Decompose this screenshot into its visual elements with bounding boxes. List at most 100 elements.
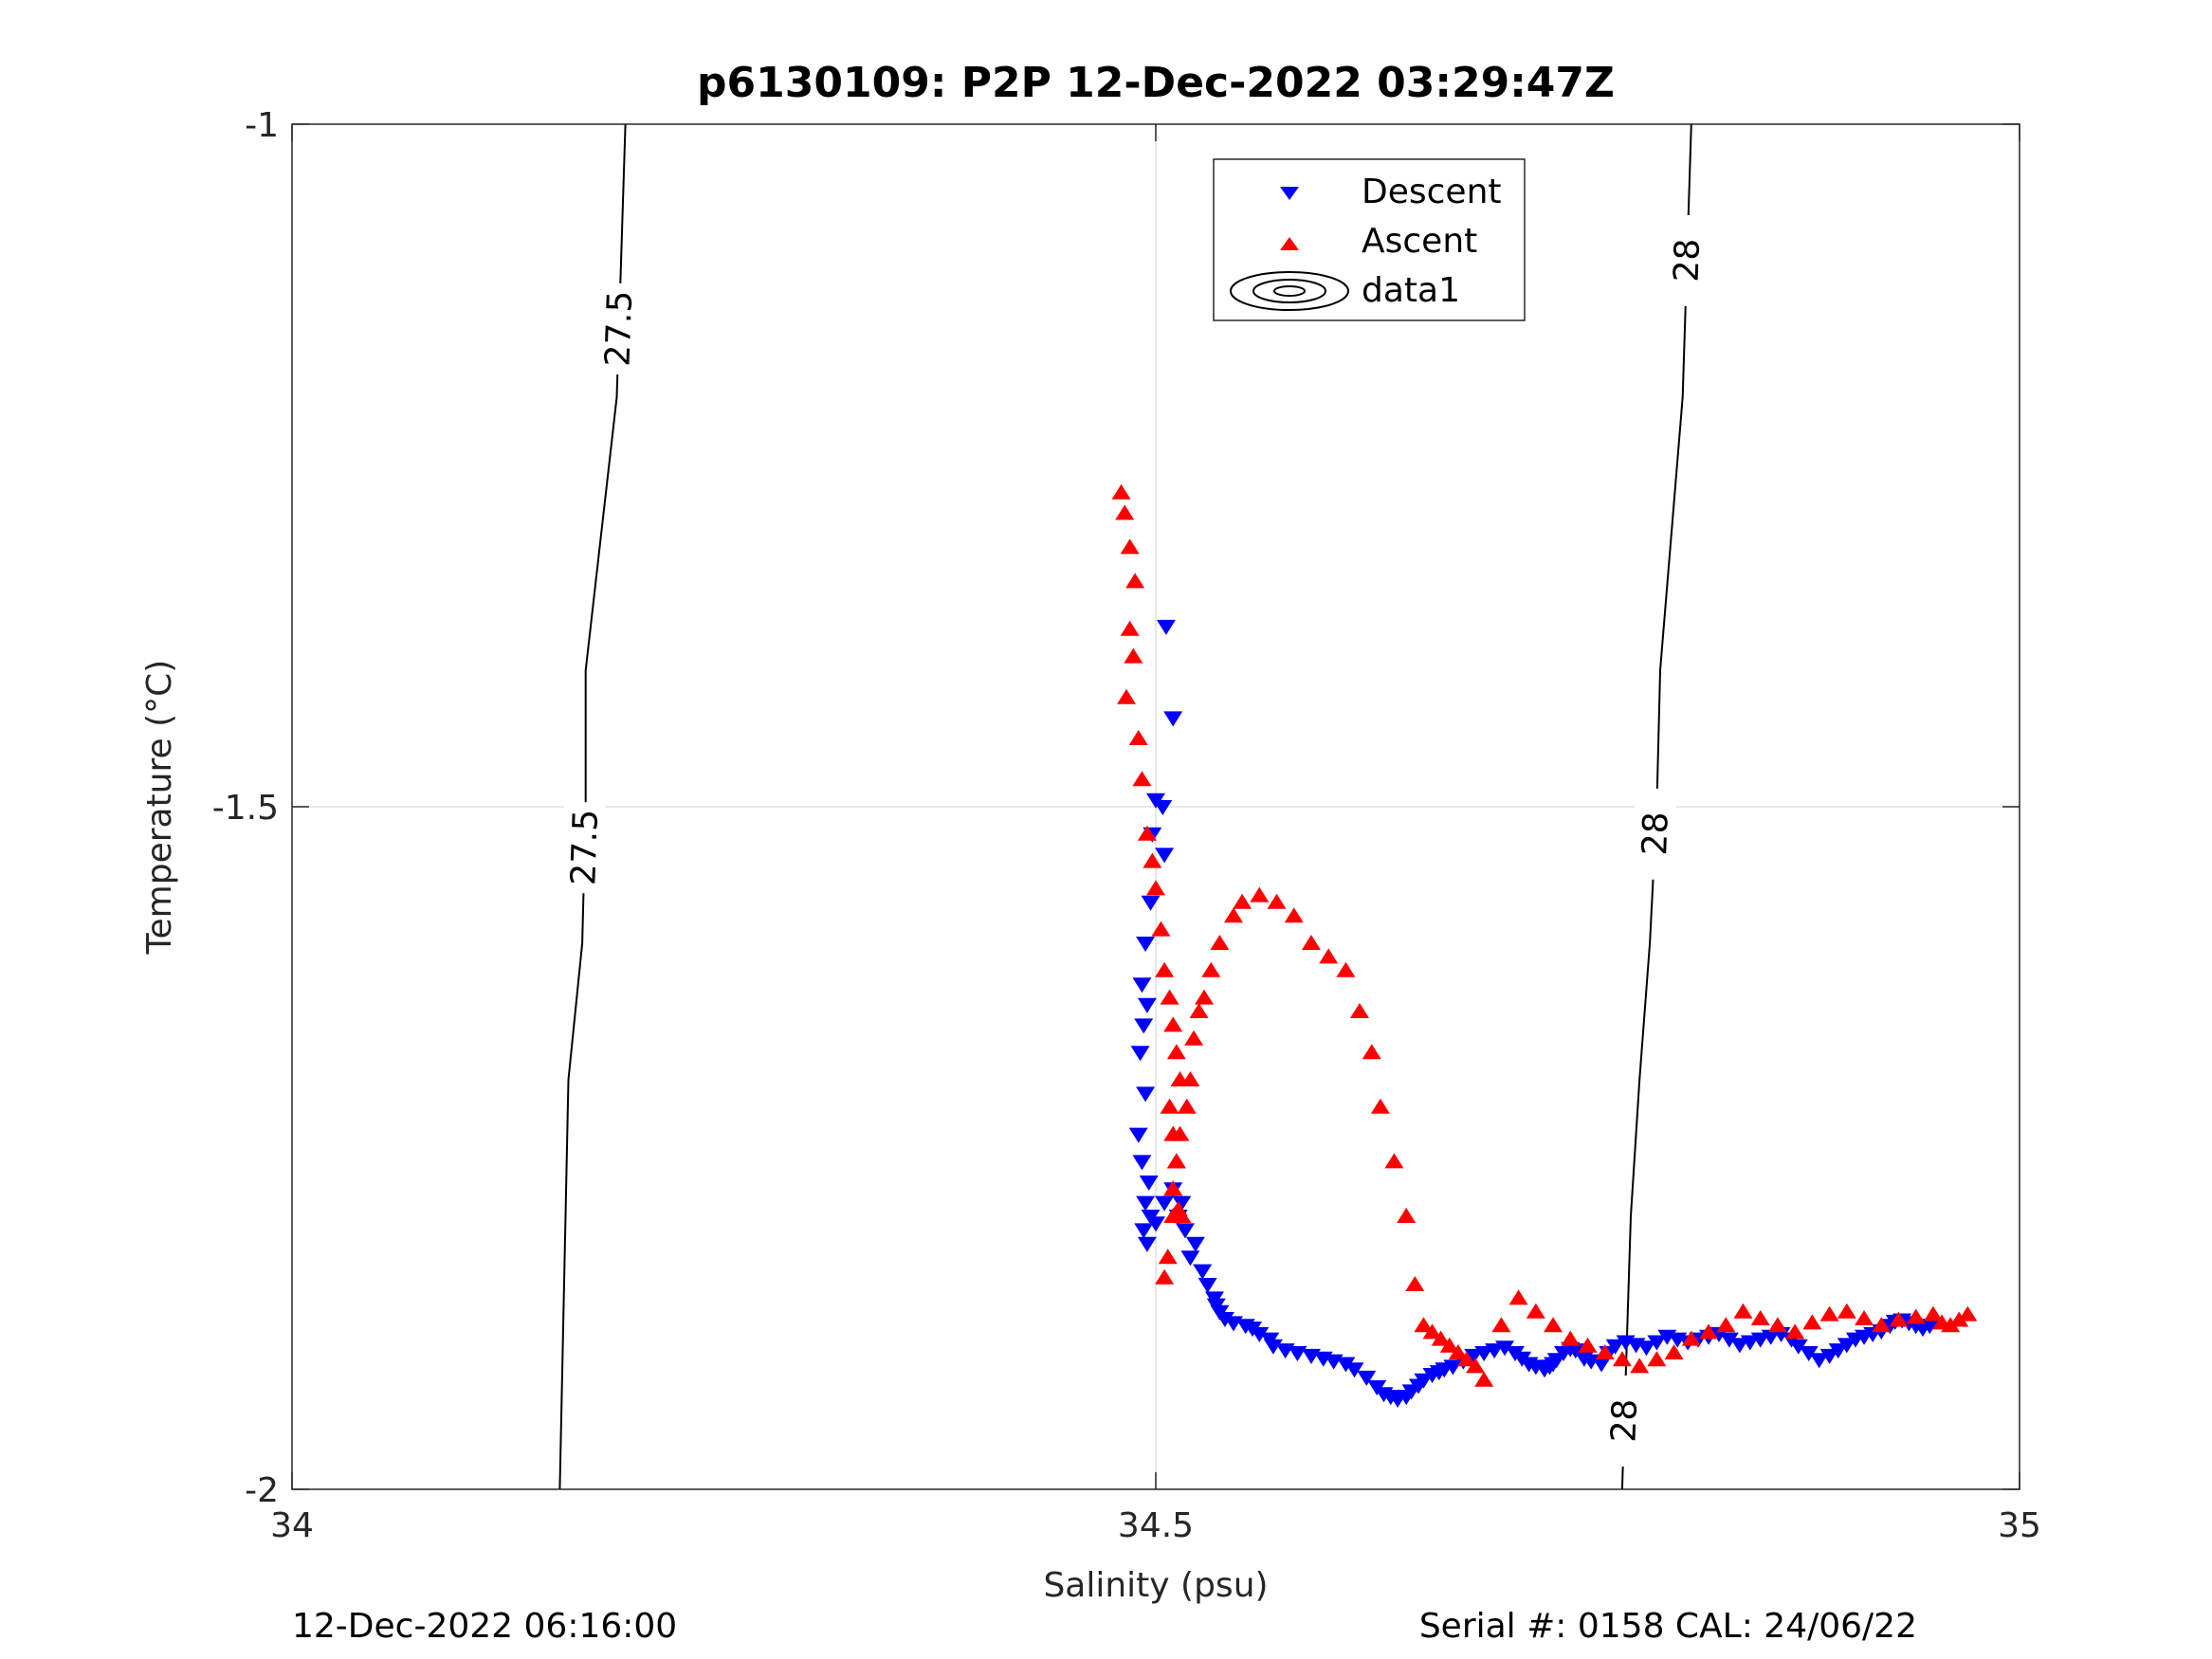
legend-ascent-marker bbox=[1280, 237, 1299, 250]
axes: 34 34.5 35 -2 -1.5 -1 bbox=[212, 106, 2041, 1545]
ascent-point bbox=[1819, 1305, 1839, 1322]
ascent-point bbox=[1284, 907, 1304, 923]
descent-point bbox=[1592, 1357, 1612, 1373]
x-tick-label: 34 bbox=[270, 1506, 314, 1545]
descent-point bbox=[1137, 1236, 1157, 1252]
ascent-point bbox=[1160, 1098, 1179, 1114]
descent-point bbox=[1288, 1346, 1307, 1361]
ascent-point bbox=[1647, 1351, 1667, 1367]
legend-contour-icon bbox=[1230, 271, 1349, 311]
legend-ascent-label: Ascent bbox=[1362, 222, 1477, 261]
descent-point bbox=[1719, 1332, 1739, 1348]
contour-label-mask bbox=[1666, 215, 1709, 306]
ascent-point bbox=[1163, 1180, 1183, 1196]
footer-date: 12-Dec-2022 06:16:00 bbox=[292, 1607, 677, 1646]
ascent-point bbox=[1336, 961, 1356, 977]
ascent-point bbox=[1155, 961, 1175, 977]
descent-point bbox=[1132, 1155, 1152, 1171]
ascent-point bbox=[1456, 1351, 1476, 1367]
ascent-point bbox=[1526, 1303, 1545, 1319]
descent-point bbox=[1146, 1216, 1165, 1232]
descent-point bbox=[1729, 1338, 1749, 1354]
descent-point bbox=[1464, 1348, 1484, 1364]
x-tick-label: 35 bbox=[1998, 1506, 2041, 1545]
ascent-point bbox=[1201, 961, 1221, 977]
ascent-point bbox=[1664, 1344, 1684, 1359]
ascent-point bbox=[1422, 1323, 1442, 1340]
descent-point bbox=[1139, 1176, 1159, 1191]
ascent-point bbox=[1561, 1330, 1581, 1346]
ascent-point bbox=[1210, 935, 1230, 950]
descent-point bbox=[1136, 1086, 1156, 1103]
descent-point bbox=[1156, 619, 1176, 635]
ascent-point bbox=[1837, 1303, 1856, 1319]
contour-label-mask bbox=[1603, 1376, 1646, 1467]
ascent-point bbox=[1750, 1310, 1770, 1325]
ascent-point bbox=[1405, 1276, 1425, 1291]
ascent-point bbox=[1155, 1268, 1175, 1285]
ascent-point bbox=[1111, 483, 1131, 500]
descent-point bbox=[1837, 1338, 1856, 1354]
ascent-point bbox=[1125, 573, 1145, 589]
ascent-point bbox=[1137, 825, 1157, 841]
ascent-point bbox=[1508, 1289, 1528, 1305]
ascent-point bbox=[1439, 1337, 1459, 1353]
y-tick-label: -2 bbox=[245, 1471, 279, 1510]
ascent-point bbox=[1250, 886, 1270, 902]
ascent-point bbox=[1785, 1323, 1805, 1340]
ascent-point bbox=[1189, 1003, 1209, 1018]
ascent-point bbox=[1544, 1317, 1563, 1333]
descent-point bbox=[1250, 1326, 1270, 1342]
ascent-point bbox=[1301, 935, 1321, 950]
descent-point bbox=[1740, 1335, 1760, 1351]
ascent-point bbox=[1180, 1071, 1200, 1086]
descent-point bbox=[1155, 848, 1175, 864]
ascent-point bbox=[1128, 730, 1148, 745]
ascent-point bbox=[1491, 1317, 1511, 1333]
descent-point bbox=[1134, 1223, 1154, 1239]
ascent-point bbox=[1733, 1303, 1753, 1319]
descent-point bbox=[1799, 1346, 1819, 1361]
ascent-point bbox=[1115, 504, 1135, 520]
ascent-point bbox=[1267, 893, 1287, 909]
descent-point bbox=[1750, 1332, 1770, 1348]
descent-point bbox=[1155, 1195, 1175, 1212]
ascent-point bbox=[1158, 1249, 1178, 1265]
legend: Descent Ascent data1 bbox=[1213, 158, 1526, 321]
ascent-point bbox=[1124, 647, 1143, 664]
contour-label-mask bbox=[1634, 788, 1676, 880]
descent-point bbox=[1788, 1339, 1808, 1355]
ascent-point bbox=[1414, 1317, 1434, 1333]
ascent-point bbox=[1151, 921, 1171, 937]
contour-label: 27.5 bbox=[598, 290, 640, 368]
ascent-point bbox=[1612, 1351, 1632, 1367]
ascent-point bbox=[1716, 1317, 1736, 1333]
descent-point bbox=[1647, 1335, 1667, 1351]
ascent-point bbox=[1578, 1337, 1598, 1353]
ascent-point bbox=[1595, 1344, 1615, 1359]
x-tick-label: 34.5 bbox=[1118, 1506, 1194, 1545]
legend-data1-label: data1 bbox=[1362, 271, 1460, 310]
density-contours: 27.5 27.5 28 28 28 bbox=[558, 123, 1709, 1490]
descent-point bbox=[1336, 1357, 1356, 1373]
descent-point bbox=[1495, 1340, 1515, 1357]
footer-serial: Serial #: 0158 CAL: 24/06/22 bbox=[1419, 1607, 1917, 1646]
descent-point bbox=[1344, 1362, 1364, 1378]
descent-point bbox=[1485, 1343, 1505, 1359]
ascent-point bbox=[1384, 1153, 1404, 1169]
legend-descent-marker bbox=[1280, 187, 1299, 200]
descent-point bbox=[1134, 1018, 1154, 1034]
ascent-point bbox=[1223, 907, 1243, 923]
ascent-point bbox=[1132, 771, 1152, 787]
contour-label-mask bbox=[597, 283, 640, 374]
descent-point bbox=[1193, 1264, 1213, 1280]
descent-point bbox=[1605, 1339, 1625, 1355]
ascent-point bbox=[1120, 538, 1140, 555]
ascent-point bbox=[1166, 1153, 1186, 1169]
ascent-point bbox=[1466, 1358, 1486, 1374]
ascent-point bbox=[1233, 893, 1252, 909]
contour-label: 28 bbox=[1636, 811, 1676, 856]
ascent-point bbox=[1166, 1044, 1186, 1060]
chart-title: p6130109: P2P 12-Dec-2022 03:29:47Z bbox=[697, 59, 1615, 107]
descent-point bbox=[1146, 793, 1165, 809]
